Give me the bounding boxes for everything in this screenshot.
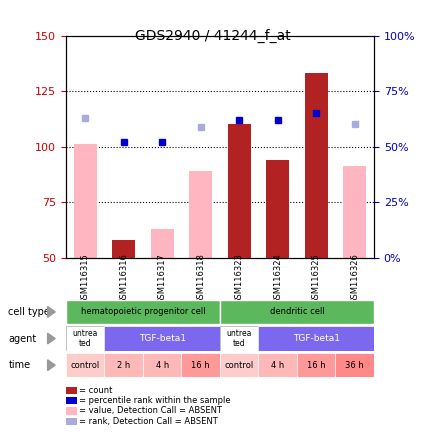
- Bar: [220, 326, 258, 351]
- Bar: [181, 353, 220, 377]
- Text: = percentile rank within the sample: = percentile rank within the sample: [79, 396, 231, 405]
- Bar: [189, 171, 212, 258]
- Bar: [258, 326, 374, 351]
- Text: untrea
ted: untrea ted: [72, 329, 98, 348]
- Text: GSM116316: GSM116316: [119, 253, 128, 304]
- Text: untrea
ted: untrea ted: [227, 329, 252, 348]
- Text: 16 h: 16 h: [191, 361, 210, 370]
- Text: control: control: [71, 361, 100, 370]
- Text: 2 h: 2 h: [117, 361, 130, 370]
- Bar: [112, 240, 135, 258]
- Text: = rank, Detection Call = ABSENT: = rank, Detection Call = ABSENT: [79, 416, 218, 426]
- Text: 16 h: 16 h: [307, 361, 326, 370]
- Text: TGF-beta1: TGF-beta1: [293, 334, 340, 343]
- Bar: [66, 353, 105, 377]
- Bar: [305, 73, 328, 258]
- Bar: [220, 300, 374, 324]
- Bar: [66, 300, 220, 324]
- Bar: [266, 160, 289, 258]
- Text: GSM116325: GSM116325: [312, 253, 321, 304]
- Text: GSM116323: GSM116323: [235, 253, 244, 304]
- Bar: [105, 353, 143, 377]
- Text: 4 h: 4 h: [156, 361, 169, 370]
- Text: agent: agent: [8, 333, 37, 344]
- Bar: [228, 124, 251, 258]
- Bar: [335, 353, 374, 377]
- Text: = value, Detection Call = ABSENT: = value, Detection Call = ABSENT: [79, 406, 222, 416]
- Text: time: time: [8, 360, 31, 370]
- Text: control: control: [224, 361, 254, 370]
- Text: GSM116315: GSM116315: [81, 253, 90, 304]
- Bar: [143, 353, 181, 377]
- Bar: [343, 166, 366, 258]
- Text: hematopoietic progenitor cell: hematopoietic progenitor cell: [81, 307, 205, 317]
- Bar: [297, 353, 335, 377]
- Text: GSM116318: GSM116318: [196, 253, 205, 304]
- Bar: [220, 353, 258, 377]
- Text: = count: = count: [79, 386, 113, 395]
- Bar: [105, 326, 220, 351]
- Bar: [150, 229, 174, 258]
- Text: cell type: cell type: [8, 307, 51, 317]
- Text: GSM116317: GSM116317: [158, 253, 167, 304]
- Bar: [74, 144, 96, 258]
- Text: dendritic cell: dendritic cell: [269, 307, 324, 317]
- Text: GSM116324: GSM116324: [273, 253, 282, 304]
- Text: 4 h: 4 h: [271, 361, 284, 370]
- Text: TGF-beta1: TGF-beta1: [139, 334, 186, 343]
- Bar: [66, 326, 105, 351]
- Bar: [258, 353, 297, 377]
- Text: 36 h: 36 h: [346, 361, 364, 370]
- Text: GDS2940 / 41244_f_at: GDS2940 / 41244_f_at: [135, 29, 290, 43]
- Text: GSM116326: GSM116326: [350, 253, 359, 304]
